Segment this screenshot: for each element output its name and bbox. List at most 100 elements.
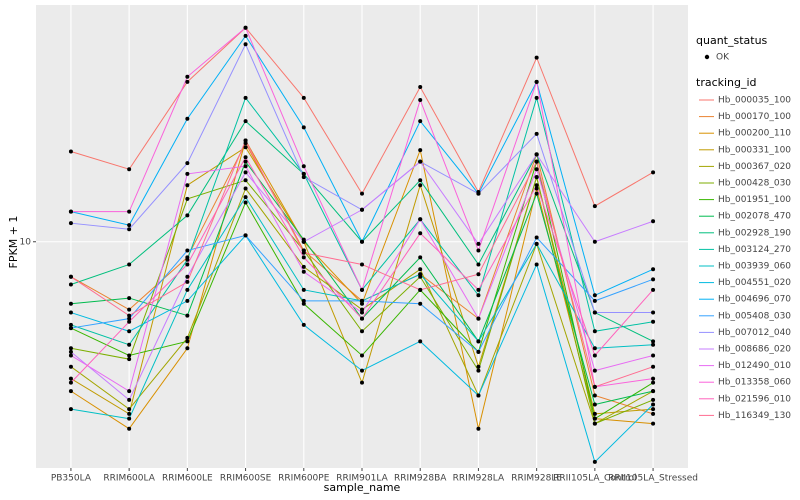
data-point xyxy=(68,349,73,354)
data-point xyxy=(68,301,73,306)
data-point xyxy=(127,329,132,334)
data-point xyxy=(127,307,132,312)
data-point xyxy=(127,426,132,431)
data-point xyxy=(243,159,248,164)
data-point xyxy=(534,191,539,196)
data-point xyxy=(592,402,597,407)
legend-label: Hb_002078_470 xyxy=(718,212,791,222)
data-point xyxy=(418,272,423,277)
data-point xyxy=(534,241,539,246)
x-tick-label: RRIM600SE xyxy=(220,474,272,484)
data-point xyxy=(418,159,423,164)
data-point xyxy=(301,287,306,292)
data-point xyxy=(127,209,132,214)
data-point xyxy=(534,183,539,188)
data-point xyxy=(185,274,190,279)
data-point xyxy=(243,195,248,200)
data-point xyxy=(476,426,481,431)
data-point xyxy=(243,25,248,30)
data-point xyxy=(592,293,597,298)
legend-label: Hb_000170_100 xyxy=(718,112,791,122)
data-point xyxy=(127,262,132,267)
data-point xyxy=(592,459,597,464)
data-point xyxy=(418,287,423,292)
legend-label: Hb_005408_030 xyxy=(718,311,791,321)
data-point xyxy=(185,279,190,284)
legend-title: quant_status xyxy=(696,34,768,47)
legend: Hb_000035_100 Hb_000170_100 Hb_000200_110 H… xyxy=(699,96,791,421)
data-point xyxy=(127,353,132,358)
data-point xyxy=(418,217,423,222)
data-point xyxy=(476,339,481,344)
data-point xyxy=(418,339,423,344)
data-point xyxy=(476,349,481,354)
data-point xyxy=(360,301,364,306)
data-point xyxy=(592,384,597,389)
data-point xyxy=(301,95,306,100)
data-point xyxy=(534,152,539,157)
data-point xyxy=(476,241,481,246)
data-point xyxy=(651,339,656,344)
data-point xyxy=(301,250,306,255)
legend-label: OK xyxy=(716,53,730,63)
data-point xyxy=(476,191,481,196)
data-point xyxy=(301,164,306,169)
x-tick-label: RRIM600LA xyxy=(103,474,155,484)
data-point xyxy=(418,183,423,188)
data-point xyxy=(360,298,364,303)
data-point xyxy=(68,149,73,154)
legend-label: Hb_004696_070 xyxy=(718,295,791,305)
data-point xyxy=(418,85,423,90)
data-point xyxy=(185,262,190,267)
data-point xyxy=(592,310,597,315)
data-point xyxy=(418,178,423,183)
data-point xyxy=(651,397,656,402)
data-point xyxy=(534,55,539,60)
data-point xyxy=(127,342,132,347)
data-point xyxy=(418,148,423,153)
data-point xyxy=(185,298,190,303)
data-point xyxy=(476,287,481,292)
data-point xyxy=(476,393,481,398)
legend-label: Hb_004551_020 xyxy=(718,278,791,288)
data-point xyxy=(534,175,539,180)
data-point xyxy=(651,402,656,407)
legend-label: Hb_003939_060 xyxy=(718,262,791,272)
legend-label: Hb_000367_020 xyxy=(718,162,791,172)
data-point xyxy=(68,376,73,381)
data-point xyxy=(185,196,190,201)
data-point xyxy=(651,170,656,175)
data-point xyxy=(301,322,306,327)
data-point xyxy=(592,298,597,303)
data-point xyxy=(476,293,481,298)
data-point xyxy=(592,421,597,426)
data-point xyxy=(592,393,597,398)
data-point xyxy=(534,167,539,172)
legend-label: Hb_000428_030 xyxy=(718,179,791,189)
legend-label: Hb_021596_010 xyxy=(718,394,791,404)
data-point xyxy=(592,368,597,373)
data-point xyxy=(651,407,656,412)
data-point xyxy=(651,421,656,426)
data-point xyxy=(592,204,597,209)
x-tick-label: RRIM901LA xyxy=(336,474,388,484)
data-point xyxy=(243,186,248,191)
data-point xyxy=(651,364,656,369)
data-point xyxy=(534,186,539,191)
data-point xyxy=(243,119,248,124)
legend-label: Hb_116349_130 xyxy=(718,411,791,421)
data-point xyxy=(592,329,597,334)
legend-label: Hb_002928_190 xyxy=(718,228,791,238)
data-point xyxy=(127,167,132,172)
data-point xyxy=(68,209,73,214)
data-point xyxy=(68,346,73,351)
x-tick-label: RRIM928LA xyxy=(453,474,505,484)
data-point xyxy=(476,368,481,373)
data-point xyxy=(68,221,73,226)
data-point xyxy=(360,191,364,196)
x-tick-label: RRIM600LE xyxy=(162,474,213,484)
legend-label: Hb_001951_100 xyxy=(718,195,791,205)
x-axis-title: sample_name xyxy=(324,481,401,494)
data-point xyxy=(592,239,597,244)
